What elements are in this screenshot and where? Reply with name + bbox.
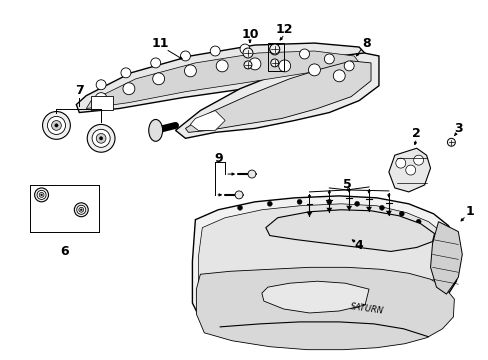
- Text: 10: 10: [241, 28, 258, 41]
- Circle shape: [240, 44, 249, 54]
- Circle shape: [395, 158, 405, 168]
- Circle shape: [270, 59, 278, 67]
- Circle shape: [243, 48, 252, 58]
- Circle shape: [299, 49, 309, 59]
- Circle shape: [152, 73, 164, 85]
- Circle shape: [413, 155, 423, 165]
- Text: 12: 12: [275, 23, 293, 36]
- Text: 4: 4: [354, 239, 363, 252]
- Circle shape: [308, 64, 320, 76]
- Polygon shape: [262, 281, 368, 313]
- Polygon shape: [366, 207, 371, 212]
- Circle shape: [37, 190, 46, 199]
- Polygon shape: [306, 212, 312, 217]
- Circle shape: [267, 201, 272, 206]
- Text: 1: 1: [465, 205, 474, 218]
- Text: 6: 6: [60, 245, 69, 258]
- Polygon shape: [265, 210, 434, 251]
- Circle shape: [184, 65, 196, 77]
- Polygon shape: [76, 43, 373, 113]
- Circle shape: [333, 70, 345, 82]
- Polygon shape: [325, 208, 332, 213]
- Circle shape: [52, 121, 61, 130]
- Circle shape: [96, 80, 106, 90]
- Circle shape: [80, 209, 82, 211]
- Circle shape: [379, 205, 384, 210]
- Polygon shape: [429, 222, 461, 294]
- Polygon shape: [198, 204, 453, 333]
- Circle shape: [74, 203, 88, 217]
- Circle shape: [95, 93, 107, 105]
- Polygon shape: [388, 148, 429, 192]
- Polygon shape: [346, 206, 351, 211]
- Text: 8: 8: [362, 37, 370, 50]
- Text: 2: 2: [411, 127, 420, 140]
- Circle shape: [326, 199, 331, 204]
- Circle shape: [324, 54, 334, 64]
- Circle shape: [405, 165, 415, 175]
- Text: 3: 3: [453, 122, 462, 135]
- Text: 9: 9: [213, 152, 222, 165]
- Text: 11: 11: [152, 37, 169, 50]
- Polygon shape: [185, 61, 370, 132]
- Circle shape: [278, 60, 290, 72]
- Circle shape: [399, 211, 404, 216]
- Circle shape: [210, 46, 220, 56]
- Circle shape: [447, 138, 454, 146]
- Polygon shape: [192, 196, 459, 336]
- Circle shape: [269, 44, 279, 54]
- Circle shape: [216, 60, 228, 72]
- Circle shape: [354, 201, 359, 206]
- Circle shape: [41, 194, 42, 196]
- Circle shape: [180, 51, 190, 61]
- Circle shape: [235, 191, 243, 199]
- Circle shape: [35, 188, 48, 202]
- Circle shape: [344, 61, 353, 71]
- Circle shape: [87, 125, 115, 152]
- Circle shape: [237, 205, 242, 210]
- Circle shape: [415, 219, 420, 224]
- Circle shape: [121, 68, 131, 78]
- Text: SATURN: SATURN: [349, 302, 384, 316]
- Ellipse shape: [148, 120, 163, 141]
- Polygon shape: [196, 267, 453, 350]
- Circle shape: [47, 116, 65, 134]
- Circle shape: [39, 193, 44, 197]
- Circle shape: [122, 83, 135, 95]
- Circle shape: [96, 134, 106, 143]
- Polygon shape: [385, 211, 391, 216]
- Circle shape: [248, 58, 260, 70]
- Circle shape: [42, 112, 70, 139]
- Text: 5: 5: [342, 179, 351, 192]
- Circle shape: [269, 45, 279, 55]
- Text: 7: 7: [75, 84, 83, 97]
- Bar: [91, 96, 113, 109]
- Circle shape: [244, 61, 251, 69]
- Circle shape: [297, 199, 302, 204]
- Circle shape: [99, 137, 102, 140]
- Circle shape: [92, 129, 110, 147]
- Circle shape: [150, 58, 161, 68]
- Circle shape: [79, 207, 83, 212]
- Polygon shape: [190, 111, 224, 130]
- Polygon shape: [86, 51, 364, 109]
- Polygon shape: [175, 53, 378, 138]
- Bar: [267, 43, 283, 71]
- Circle shape: [247, 170, 255, 178]
- Circle shape: [77, 205, 85, 214]
- Circle shape: [55, 124, 58, 127]
